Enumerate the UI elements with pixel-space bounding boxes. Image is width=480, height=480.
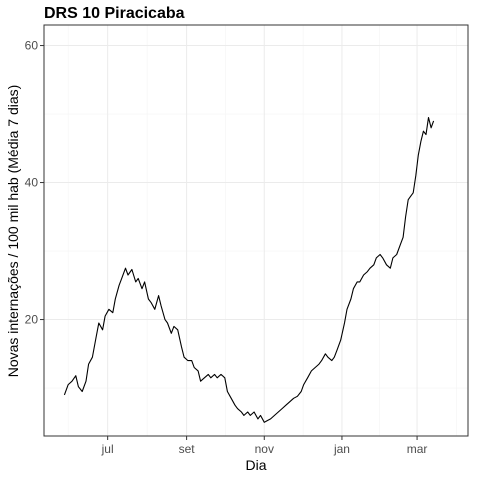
- x-tick-label: jan: [333, 442, 350, 456]
- x-tick-label: jul: [101, 442, 114, 456]
- y-axis: 20 40 60: [25, 39, 44, 327]
- x-tick-label: set: [179, 442, 196, 456]
- x-axis: jul set nov jan mar: [101, 436, 428, 456]
- y-tick-label: 40: [25, 176, 39, 190]
- y-axis-title: Novas internações / 100 mil hab (Média 7…: [5, 85, 21, 378]
- major-gridlines: [44, 25, 468, 436]
- chart-title: DRS 10 Piracicaba: [44, 5, 185, 22]
- series-line: [63, 116, 435, 423]
- plot-panel-border: [43, 24, 469, 437]
- x-axis-title: Dia: [245, 457, 266, 473]
- x-tick-label: nov: [255, 442, 274, 456]
- y-tick-label: 60: [25, 39, 39, 53]
- minor-gridlines: [44, 25, 468, 436]
- x-tick-label: mar: [407, 442, 428, 456]
- y-tick-label: 20: [25, 313, 39, 327]
